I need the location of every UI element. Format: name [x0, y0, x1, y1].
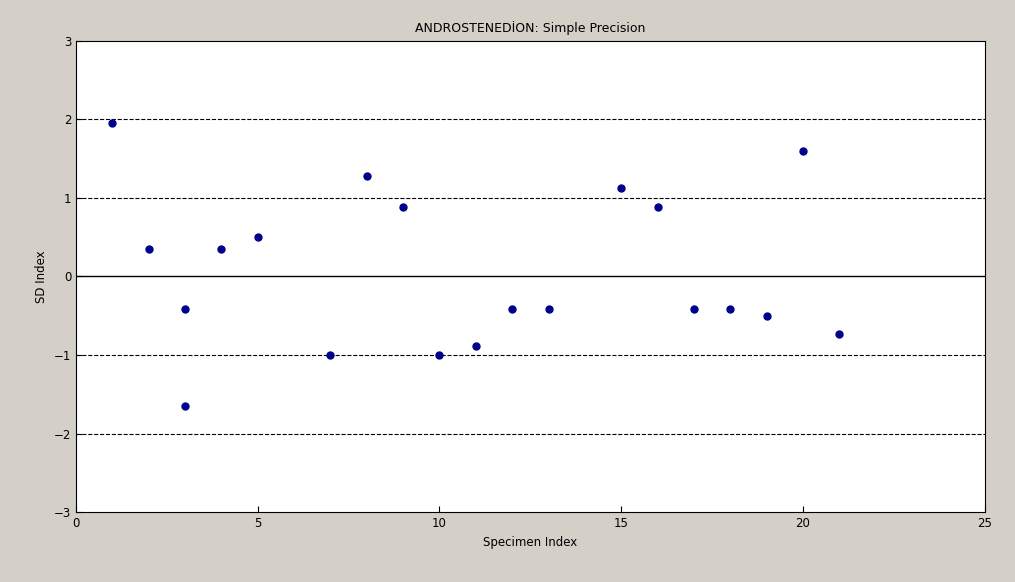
- Point: [758, 311, 774, 320]
- Point: [722, 305, 738, 314]
- Point: [468, 341, 484, 350]
- Y-axis label: SD Index: SD Index: [36, 250, 49, 303]
- Point: [358, 171, 375, 180]
- Point: [795, 146, 811, 155]
- Point: [323, 350, 339, 360]
- Point: [395, 203, 411, 212]
- Point: [105, 119, 121, 128]
- Point: [540, 305, 556, 314]
- Point: [613, 184, 629, 193]
- Point: [650, 203, 666, 212]
- Point: [141, 244, 157, 254]
- Point: [177, 402, 193, 411]
- Point: [504, 305, 521, 314]
- Point: [177, 305, 193, 314]
- Point: [831, 329, 848, 339]
- Point: [250, 233, 266, 242]
- Point: [431, 350, 448, 360]
- X-axis label: Specimen Index: Specimen Index: [483, 535, 578, 549]
- Point: [213, 244, 229, 254]
- Title: ANDROSTENEDİON: Simple Precision: ANDROSTENEDİON: Simple Precision: [415, 22, 646, 36]
- Point: [686, 305, 702, 314]
